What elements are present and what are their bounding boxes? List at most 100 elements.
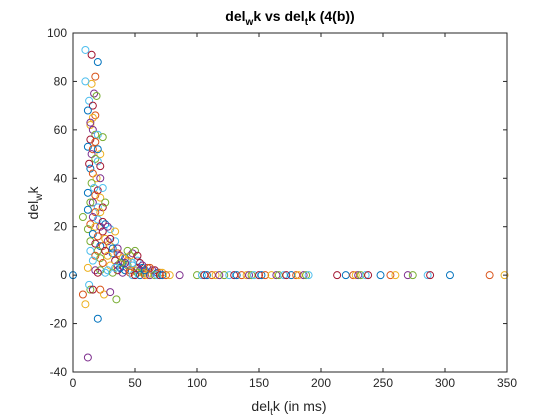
data-point	[133, 251, 142, 260]
data-point	[101, 220, 110, 229]
data-point	[112, 295, 121, 304]
data-point	[81, 300, 90, 309]
data-point	[220, 271, 229, 280]
y-tick-label: 80	[54, 74, 68, 88]
data-point	[92, 91, 101, 100]
axes-box	[72, 32, 508, 373]
data-point	[116, 259, 125, 268]
data-point	[86, 164, 95, 173]
data-point	[165, 271, 174, 280]
data-point	[175, 271, 184, 280]
data-point	[485, 271, 494, 280]
data-point	[93, 203, 102, 212]
data-point	[111, 263, 120, 272]
data-point	[123, 246, 132, 255]
data-point	[140, 266, 149, 275]
data-point	[83, 353, 92, 362]
data-point	[108, 244, 117, 253]
data-point	[113, 261, 122, 270]
data-point	[128, 261, 137, 270]
data-point	[90, 89, 99, 98]
data-point	[98, 183, 107, 192]
data-point	[86, 237, 95, 246]
data-point	[93, 186, 102, 195]
y-tick-label: 60	[54, 123, 68, 137]
data-point	[145, 263, 154, 272]
data-point	[361, 271, 370, 280]
data-point	[91, 208, 100, 217]
data-point	[131, 266, 139, 275]
data-point	[133, 268, 142, 277]
data-point	[403, 271, 412, 280]
data-point	[96, 208, 105, 217]
data-point	[88, 256, 97, 265]
data-point	[88, 101, 97, 110]
data-point	[445, 271, 454, 280]
data-point	[106, 234, 115, 243]
data-point	[86, 285, 95, 294]
data-point	[153, 268, 162, 277]
data-point	[126, 266, 135, 275]
x-tick-label: 0	[70, 376, 77, 390]
data-point	[83, 225, 92, 234]
data-point	[123, 256, 132, 265]
y-tick-label: -20	[50, 317, 68, 331]
data-point	[131, 271, 139, 280]
data-point	[86, 246, 95, 255]
data-point	[106, 225, 115, 234]
data-point	[113, 249, 122, 258]
data-point	[91, 239, 100, 248]
y-tick-label: 100	[47, 26, 67, 40]
data-point	[86, 135, 95, 144]
data-point	[138, 261, 147, 270]
data-point	[91, 251, 100, 260]
data-point	[232, 271, 241, 280]
data-point	[426, 271, 435, 280]
data-point	[88, 113, 97, 122]
data-point	[121, 254, 130, 263]
data-point	[81, 77, 90, 86]
data-point	[98, 227, 107, 236]
data-point	[118, 254, 127, 263]
data-point	[83, 263, 92, 272]
data-point	[86, 121, 95, 130]
data-point	[101, 198, 110, 207]
x-axis-ticks: 0 50 100 150 200 250 300 350	[70, 33, 517, 390]
data-point	[96, 162, 105, 171]
data-point	[86, 220, 95, 229]
data-point	[150, 266, 159, 275]
y-tick-label: -40	[50, 365, 68, 379]
data-point	[333, 271, 342, 280]
data-point	[93, 145, 102, 154]
data-point	[88, 125, 97, 134]
data-point	[408, 271, 417, 280]
data-point	[85, 159, 94, 168]
data-point	[257, 271, 266, 280]
data-point	[111, 227, 120, 236]
data-point	[376, 271, 385, 280]
data-point	[108, 249, 117, 258]
x-tick-label: 50	[128, 376, 142, 390]
data-point	[96, 174, 105, 183]
data-point	[116, 263, 125, 272]
data-point	[101, 234, 110, 243]
data-point	[211, 271, 220, 280]
data-point	[98, 133, 107, 142]
data-point	[255, 271, 263, 280]
data-point	[113, 244, 122, 253]
chart-title: delwk vs deltk (4(b))	[225, 8, 354, 28]
data-point	[91, 72, 100, 81]
data-point	[91, 266, 100, 275]
data-point	[121, 259, 130, 268]
data-point	[98, 217, 107, 226]
x-tick-label: 150	[249, 376, 269, 390]
data-point	[86, 198, 95, 207]
data-point	[91, 111, 100, 120]
data-point	[162, 271, 170, 280]
data-point	[140, 271, 149, 280]
data-point	[133, 263, 142, 272]
data-point	[88, 213, 97, 222]
data-point	[83, 188, 92, 197]
